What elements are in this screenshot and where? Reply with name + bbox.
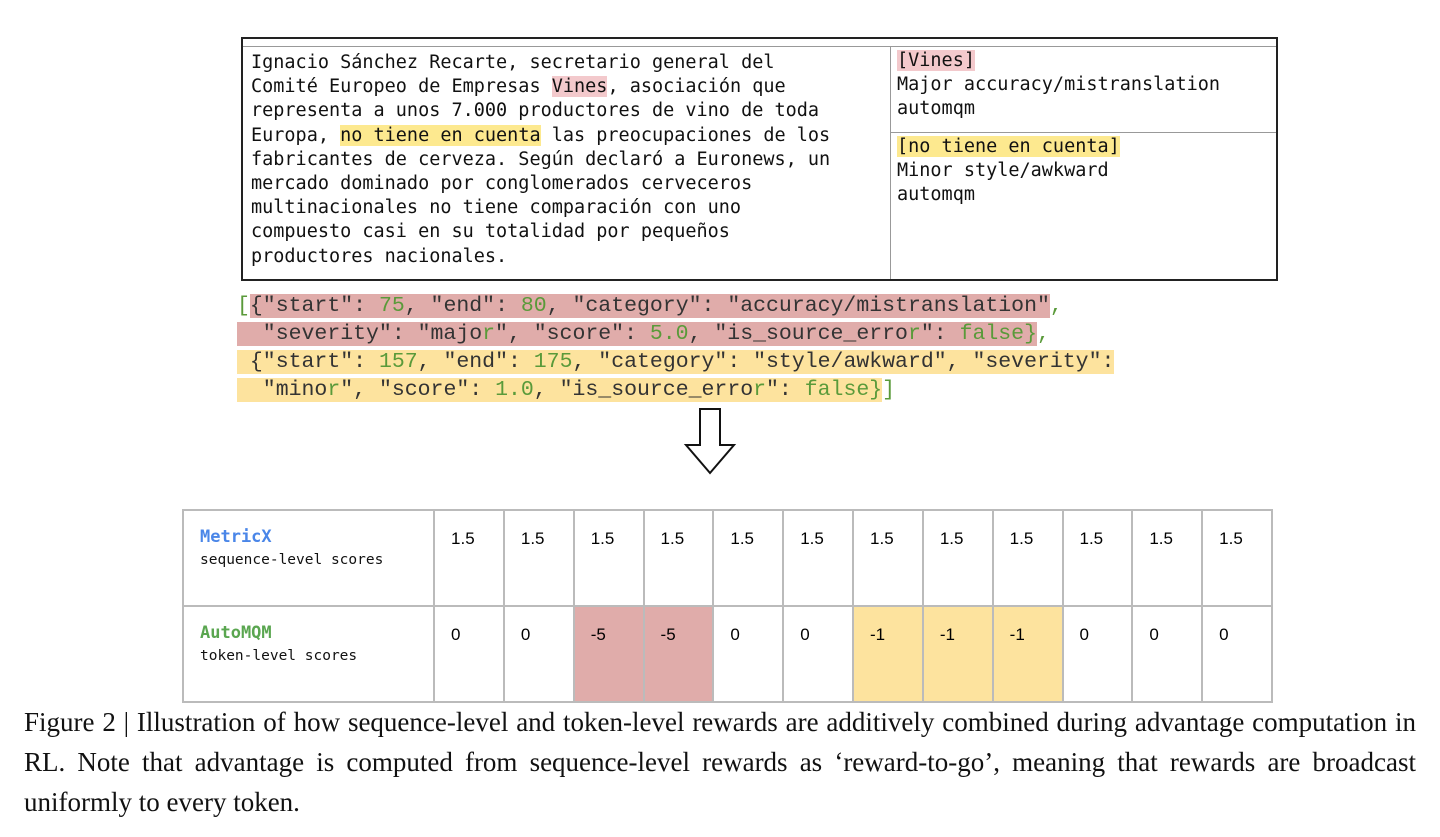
- row-subtitle: sequence-level scores: [200, 552, 384, 568]
- score-cell: 1.5: [991, 509, 1064, 607]
- row-subtitle: token-level scores: [200, 648, 358, 664]
- score-cell: 1.5: [1131, 509, 1204, 607]
- json-line: "severity": "major", "score": 5.0, "is_s…: [237, 320, 1114, 348]
- json-error-output: [{"start": 75, "end": 80, "category": "a…: [237, 292, 1115, 404]
- json-token: {"start":: [237, 350, 379, 374]
- json-token: r: [327, 378, 341, 402]
- json-token: false}: [959, 322, 1037, 346]
- score-cell: -1: [921, 605, 994, 703]
- json-token: r: [753, 378, 767, 402]
- json-token: , "is_source_erro: [533, 378, 754, 402]
- json-token: ]: [882, 378, 896, 402]
- annotation-span: [Vines]: [897, 50, 975, 71]
- json-token: "severity": "majo: [237, 322, 483, 346]
- annotation-major: [Vines] Major accuracy/mistranslation auto…: [891, 47, 1276, 133]
- score-cell: -1: [852, 605, 924, 703]
- score-cell: 0: [502, 605, 575, 703]
- json-token: ,: [1036, 322, 1050, 346]
- score-cell: 0: [1201, 605, 1273, 703]
- table-row: MetricX sequence-level scores 1.5 1.5 1.5 1.5…: [181, 509, 1273, 607]
- json-line: [{"start": 75, "end": 80, "category": "a…: [237, 292, 1114, 320]
- json-highlight: "severity": "major", "score": 5.0, "is_s…: [237, 322, 1037, 346]
- json-line: "minor", "score": 1.0, "is_source_error"…: [237, 376, 1114, 404]
- row-name: AutoMQM: [200, 623, 272, 643]
- score-cell: 0: [1131, 605, 1204, 703]
- text-segment: las preocupaciones de los fabricantes de…: [251, 124, 831, 267]
- text-segment: Ignacio Sánchez Recarte, secretario gene…: [251, 52, 775, 98]
- json-highlight: "minor", "score": 1.0, "is_source_error"…: [237, 378, 883, 402]
- error-span-major: Vines: [551, 76, 608, 98]
- table-row: AutoMQM token-level scores 0 0 -5 -5 0 0 -1 -1 -1 0…: [181, 605, 1273, 703]
- score-cell: 0: [1061, 605, 1134, 703]
- score-cell: 1.5: [1061, 509, 1134, 607]
- score-cell: 1.5: [433, 509, 505, 607]
- json-highlight: {"start": 157, "end": 175, "category": "…: [237, 350, 1115, 374]
- json-token: ":: [920, 322, 960, 346]
- score-cell: 1.5: [572, 509, 645, 607]
- json-token: "mino: [237, 378, 328, 402]
- json-token: 80: [520, 294, 547, 318]
- reward-table: MetricX sequence-level scores 1.5 1.5 1.5 1.5…: [181, 509, 1273, 703]
- json-token: ,: [1049, 294, 1063, 318]
- json-token: 75: [378, 294, 405, 318]
- figure-caption: Figure 2 | Illustration of how sequence-…: [24, 707, 1416, 817]
- score-cell: 1.5: [642, 509, 715, 607]
- annotation-source: automqm: [897, 98, 975, 120]
- row-name: MetricX: [200, 527, 272, 547]
- json-token: {"start":: [249, 294, 379, 318]
- translation-annotation-box: Ignacio Sánchez Recarte, secretario gene…: [241, 37, 1278, 281]
- json-token: r: [482, 322, 496, 346]
- json-token: , "category": "style/awkward", "severity…: [572, 350, 1115, 374]
- score-cell: 1.5: [712, 509, 785, 607]
- json-token: , "end":: [417, 350, 534, 374]
- json-token: false}: [804, 378, 883, 402]
- score-cell: 0: [712, 605, 785, 703]
- json-token: , "is_source_erro: [688, 322, 908, 346]
- score-cell: 1.5: [782, 509, 855, 607]
- json-token: 175: [533, 350, 573, 374]
- json-token: 1.0: [495, 378, 534, 402]
- json-token: ":: [766, 378, 805, 402]
- annotation-span: [no tiene en cuenta]: [897, 136, 1120, 157]
- annotation-desc: Minor style/awkward: [897, 160, 1109, 182]
- annotation-source: automqm: [897, 184, 975, 206]
- score-cell: 1.5: [921, 509, 994, 607]
- annotation-panel: [Vines] Major accuracy/mistranslation auto…: [891, 47, 1276, 279]
- score-cell: -1: [991, 605, 1064, 703]
- score-cell: -5: [572, 605, 645, 703]
- error-span-minor: no tiene en cuenta: [340, 124, 541, 146]
- score-cell: 1.5: [852, 509, 924, 607]
- json-token: [: [237, 294, 250, 318]
- row-label: MetricX sequence-level scores: [181, 509, 436, 607]
- annotation-minor: [no tiene en cuenta] Minor style/awkward a…: [891, 133, 1276, 210]
- json-token: , "category": "accuracy/mistranslation": [546, 294, 1050, 318]
- json-token: ", "score":: [495, 322, 650, 346]
- annotation-desc: Major accuracy/mistranslation: [897, 74, 1221, 96]
- translation-text: Ignacio Sánchez Recarte, secretario gene…: [243, 47, 891, 279]
- json-token: , "end":: [404, 294, 521, 318]
- score-cell: 1.5: [502, 509, 575, 607]
- row-label: AutoMQM token-level scores: [181, 605, 436, 703]
- json-token: 5.0: [649, 322, 689, 346]
- json-highlight: {"start": 75, "end": 80, "category": "ac…: [249, 294, 1050, 318]
- json-line: {"start": 157, "end": 175, "category": "…: [237, 348, 1115, 376]
- text-segment: , asociación que representa a unos 7.000…: [251, 76, 820, 146]
- json-token: r: [907, 322, 921, 346]
- score-cell: -5: [642, 605, 715, 703]
- json-token: ", "score":: [340, 378, 496, 402]
- score-cell: 1.5: [1201, 509, 1273, 607]
- down-arrow-icon: [683, 408, 737, 475]
- score-cell: 0: [782, 605, 855, 703]
- json-token: 157: [378, 350, 418, 374]
- score-cell: 0: [433, 605, 505, 703]
